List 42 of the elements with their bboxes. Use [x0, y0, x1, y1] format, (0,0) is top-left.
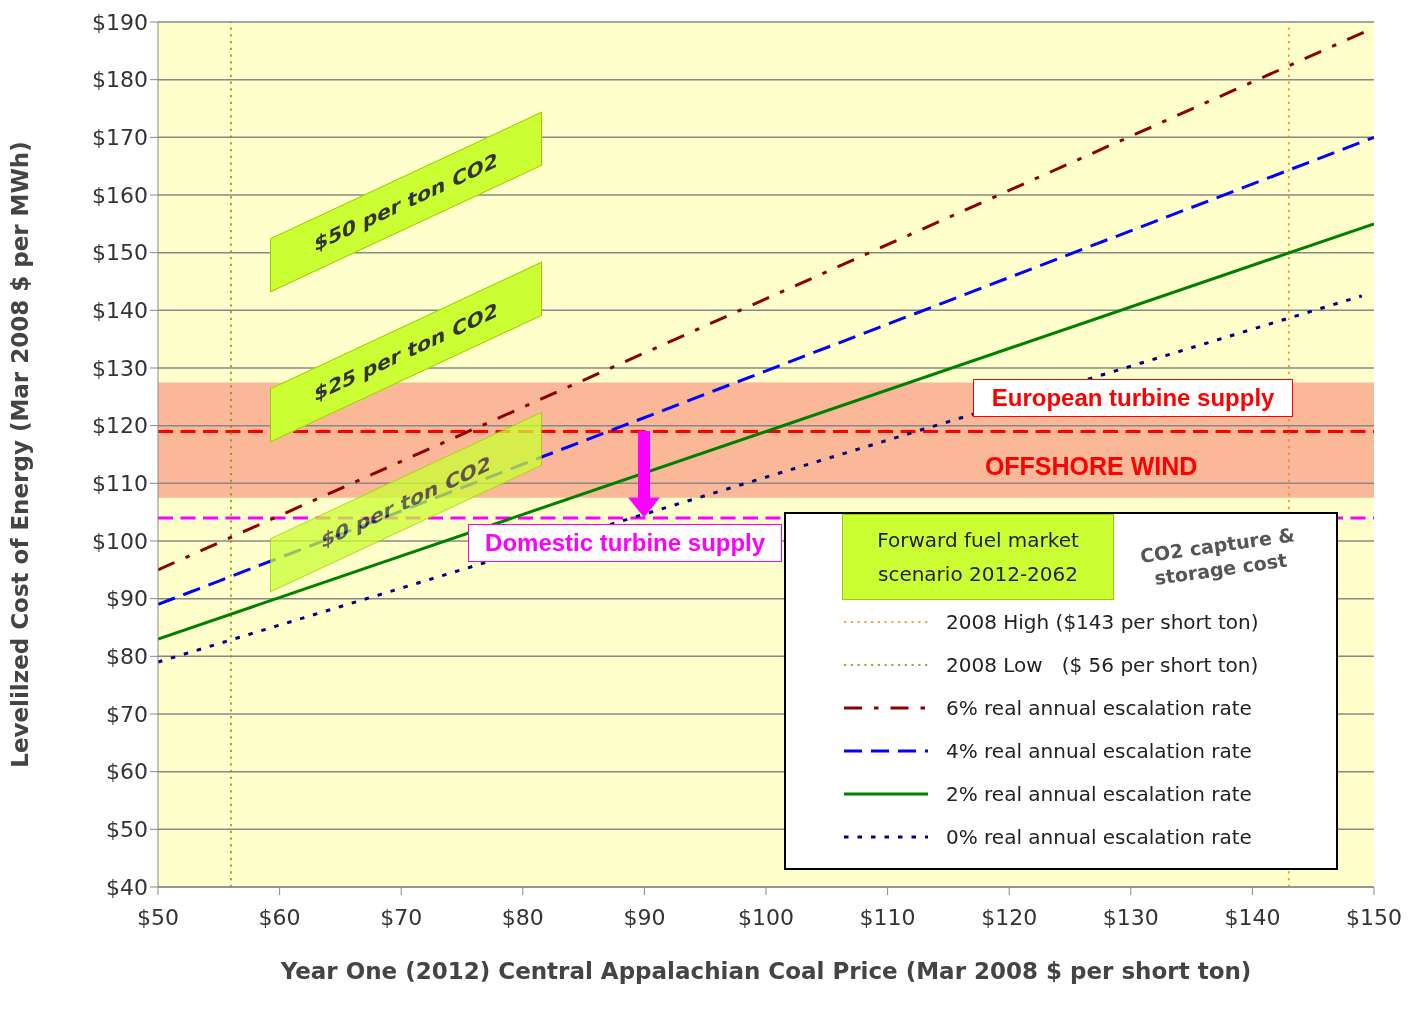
y-tick-label: $40: [106, 874, 148, 900]
y-tick-label: $130: [92, 355, 148, 381]
y-tick-label: $140: [92, 298, 148, 324]
y-tick-label: $80: [106, 644, 148, 670]
y-tick-label: $70: [106, 701, 148, 727]
annotation: CO2 capture & storage cost: [1137, 522, 1297, 592]
x-tick-label: $80: [501, 904, 544, 930]
legend-label: 6% real annual escalation rate: [946, 695, 1252, 720]
x-tick-label: $60: [258, 904, 301, 930]
y-tick-label: $160: [92, 182, 148, 208]
tag: Forward fuel market scenario 2012-2062: [842, 514, 1114, 601]
y-tick-label: $100: [92, 528, 148, 554]
annotation: $25 per ton CO2: [313, 297, 498, 407]
x-tick-label: $150: [1346, 904, 1402, 930]
legend-label: 2% real annual escalation rate: [946, 781, 1252, 806]
y-tick-label: $120: [92, 413, 148, 439]
y-tick-label: $150: [92, 240, 148, 266]
y-tick-label: $50: [106, 817, 148, 843]
y-tick-label: $60: [106, 759, 148, 785]
x-tick-label: $70: [380, 904, 423, 930]
x-tick-label: $140: [1224, 904, 1281, 930]
band-label: OFFSHORE WIND: [984, 452, 1198, 482]
annotation: $50 per ton CO2: [313, 147, 498, 257]
legend-label: 2008 Low ($ 56 per short ton): [946, 652, 1259, 677]
y-tick-label: $110: [92, 471, 148, 497]
ref-line-label: European turbine supply: [972, 379, 1294, 418]
y-axis-title: Levelilzed Cost of Energy (Mar 2008 $ per MWh): [7, 141, 34, 768]
x-tick-label: $120: [981, 904, 1038, 930]
ref-line-label: Domestic turbine supply: [468, 523, 783, 562]
legend-label: 4% real annual escalation rate: [946, 738, 1252, 763]
y-tick-label: $90: [106, 586, 148, 612]
legend-label: 2008 High ($143 per short ton): [946, 609, 1259, 634]
x-axis-title: Year One (2012) Central Appalachian Coal Price (Mar 2008 $ per short ton): [279, 958, 1252, 984]
legend-label: 0% real annual escalation rate: [946, 824, 1252, 849]
x-tick-label: $130: [1102, 904, 1159, 930]
y-tick-label: $180: [92, 67, 148, 93]
x-tick-label: $50: [137, 904, 179, 930]
x-tick-label: $90: [623, 904, 666, 930]
y-tick-label: $190: [92, 9, 148, 35]
x-tick-label: $110: [859, 904, 916, 930]
x-tick-label: $100: [738, 904, 794, 930]
y-tick-label: $170: [92, 125, 148, 151]
